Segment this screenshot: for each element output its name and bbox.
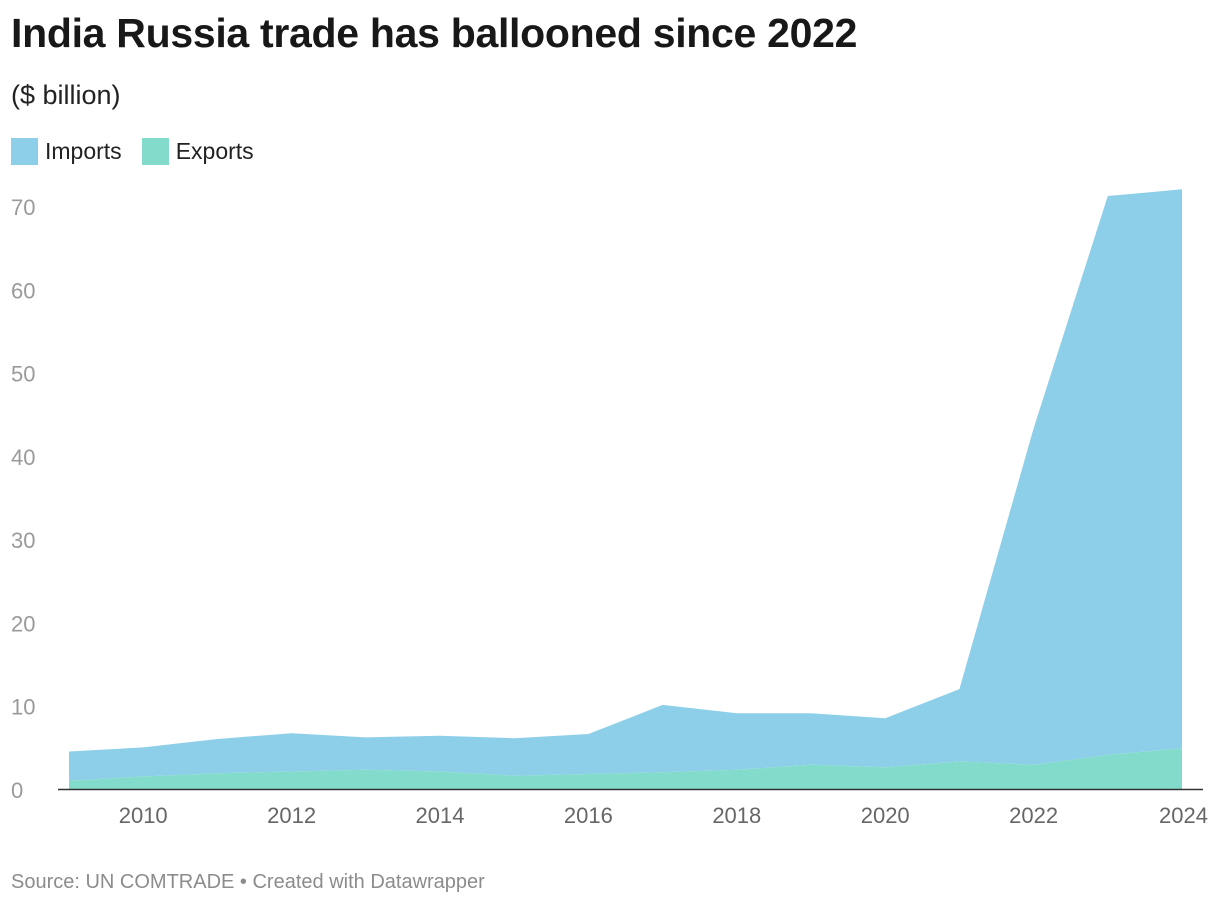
y-tick-label: 0 — [11, 778, 23, 803]
x-tick-label: 2014 — [416, 803, 465, 828]
x-tick-label: 2010 — [119, 803, 168, 828]
area-exports — [69, 748, 1182, 789]
x-tick-label: 2018 — [712, 803, 761, 828]
legend-swatch-imports — [11, 138, 38, 165]
y-tick-label: 70 — [11, 195, 35, 220]
y-tick-label: 10 — [11, 695, 35, 720]
x-tick-label: 2016 — [564, 803, 613, 828]
legend: Imports Exports — [11, 138, 254, 165]
x-tick-label: 2020 — [861, 803, 910, 828]
legend-item-exports: Exports — [141, 138, 254, 165]
legend-label-imports: Imports — [45, 138, 122, 164]
area-imports — [69, 189, 1182, 781]
legend-item-imports: Imports — [11, 138, 122, 165]
chart-subtitle: ($ billion) — [11, 80, 121, 110]
source-footer: Source: UN COMTRADE • Created with Dataw… — [11, 871, 485, 893]
y-tick-label: 40 — [11, 445, 35, 470]
legend-label-exports: Exports — [175, 138, 254, 164]
area-chart: 0 10 20 30 40 50 60 70 2010 2012 2014 2016 2018 2020 2… — [11, 189, 1208, 828]
y-tick-label: 20 — [11, 611, 35, 636]
y-tick-label: 60 — [11, 278, 35, 303]
x-tick-label: 2022 — [1009, 803, 1058, 828]
x-tick-label: 2024 — [1159, 803, 1208, 828]
y-tick-label: 30 — [11, 528, 35, 553]
y-tick-label: 50 — [11, 362, 35, 387]
x-tick-label: 2012 — [267, 803, 316, 828]
chart-title: India Russia trade has ballooned since 2… — [11, 10, 858, 56]
legend-swatch-exports — [141, 138, 169, 165]
